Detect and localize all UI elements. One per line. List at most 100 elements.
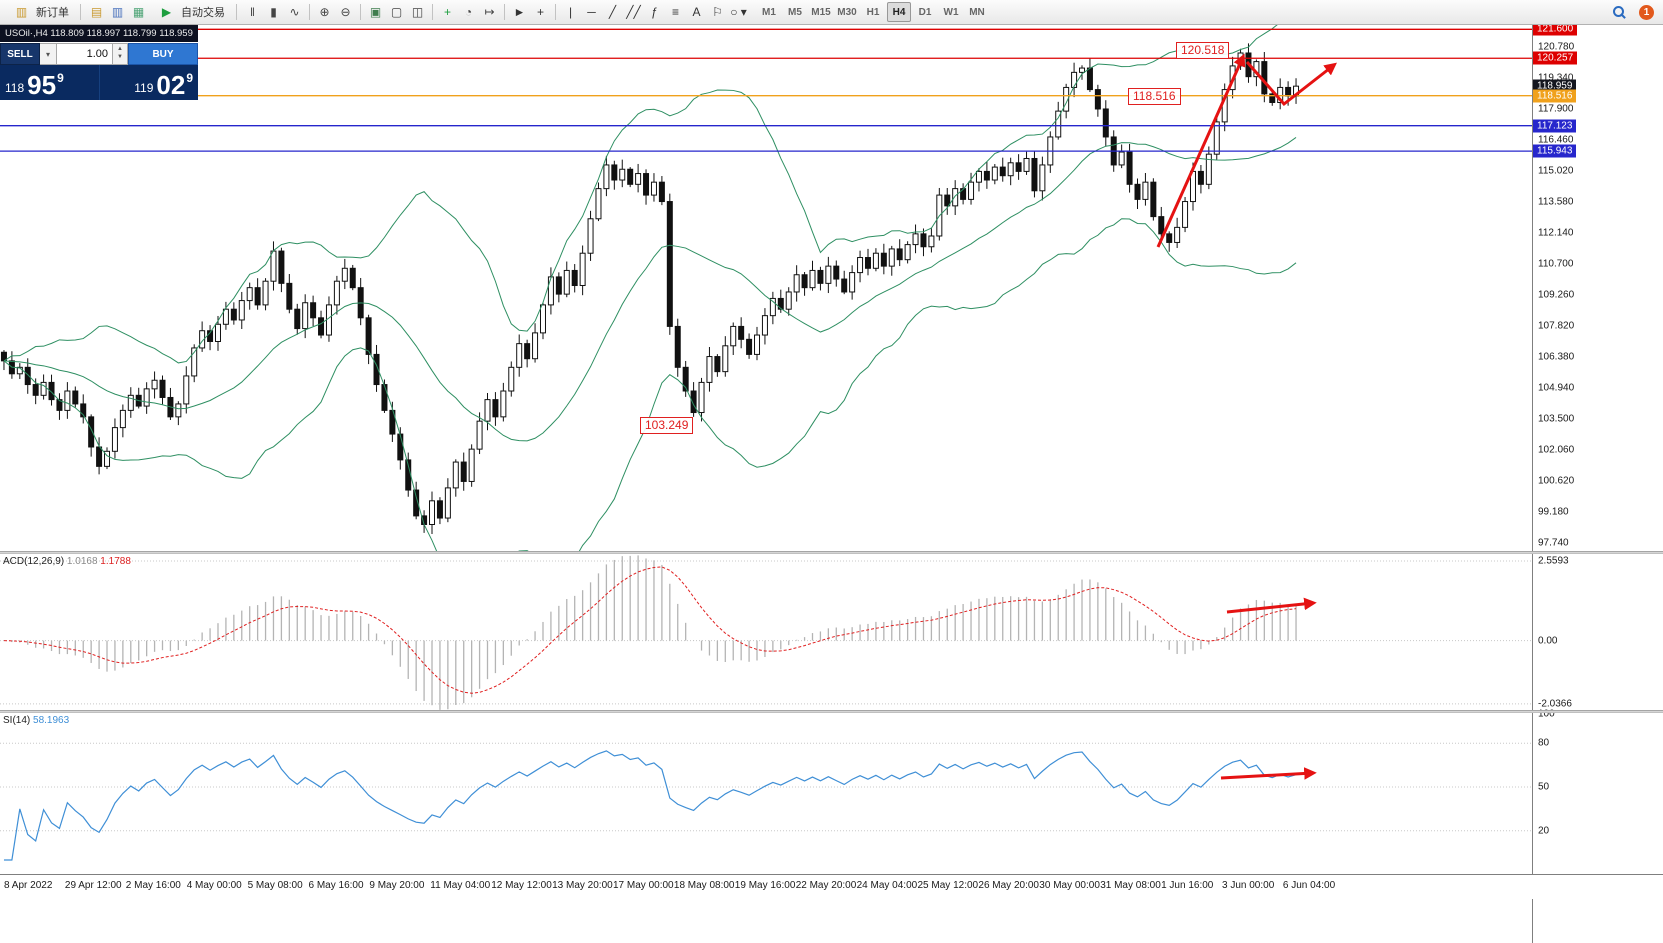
sell-button[interactable]: SELL: [0, 43, 40, 65]
line-chart-icon[interactable]: ∿: [289, 5, 300, 19]
macd-histogram: [11, 555, 1297, 710]
zoom-out-icon[interactable]: ⊖: [340, 5, 351, 19]
shapes-icon[interactable]: ○ ▾: [730, 5, 747, 19]
time-label: 5 May 08:00: [247, 880, 303, 891]
trend-arrow[interactable]: [1245, 61, 1337, 107]
timeframe-m15[interactable]: M15: [811, 6, 831, 18]
horizontal-line-icon[interactable]: ─: [587, 5, 596, 19]
symbol-ohlc-text: USOil·,H4 118.809 118.997 118.799 118.95…: [5, 28, 193, 39]
ask-price[interactable]: 119 02 9: [98, 65, 199, 100]
price-tick: 103.500: [1538, 413, 1575, 425]
price-tick: 107.820: [1538, 320, 1575, 332]
text-icon[interactable]: A: [692, 5, 701, 19]
trend-arrow[interactable]: [1220, 767, 1317, 780]
main-chart-canvas[interactable]: [0, 25, 1532, 551]
time-label: 4 May 00:00: [186, 880, 242, 891]
trendline-icon[interactable]: ╱: [608, 5, 617, 19]
price-tick: 104.940: [1538, 382, 1575, 394]
price-annotation[interactable]: 118.516: [1128, 88, 1181, 105]
stepper-up-icon[interactable]: ▲: [117, 46, 123, 53]
price-tick: 97.740: [1538, 537, 1569, 549]
toolbar-separator: [504, 4, 505, 20]
bid-price[interactable]: 118 95 9: [5, 70, 64, 100]
price-tick: 120.780: [1538, 41, 1575, 53]
cursor-icon[interactable]: ►: [513, 5, 526, 19]
new-chart-icon[interactable]: ▢: [390, 5, 403, 19]
hline-levels-icon[interactable]: ≡: [671, 5, 679, 19]
bar-chart-icon[interactable]: ‖: [250, 5, 255, 19]
trend-arrow[interactable]: [1156, 53, 1246, 248]
time-label: 11 May 04:00: [430, 880, 491, 891]
price-annotation[interactable]: 103.249: [640, 417, 694, 434]
search-icon[interactable]: [1609, 1, 1630, 23]
time-label: 25 May 12:00: [917, 880, 979, 891]
timeframe-h4[interactable]: H4: [887, 2, 911, 22]
stepper-down-icon[interactable]: ▼: [117, 54, 123, 60]
price-tick: 112.140: [1538, 227, 1574, 239]
time-label: 12 May 12:00: [491, 880, 552, 891]
timeframe-mn[interactable]: MN: [969, 6, 985, 18]
timeframe-m30[interactable]: M30: [837, 6, 857, 18]
fibonacci-icon[interactable]: ƒ: [651, 5, 658, 19]
autotrading-label: 自动交易: [181, 7, 225, 19]
rsi-axis-label: 80: [1538, 737, 1550, 749]
indicators-icon[interactable]: +: [443, 5, 451, 19]
time-axis[interactable]: 8 Apr 2022 29 Apr 12:00 2 May 16:00 4 May 0…: [0, 874, 1663, 899]
rsi-panel-splitter[interactable]: [0, 710, 1663, 713]
bid-ask-display: 118 95 9 119 02 9: [0, 65, 198, 100]
data-window-icon[interactable]: ▥: [111, 5, 124, 19]
navigator-icon[interactable]: ▦: [132, 5, 145, 19]
price-tick: 116.460: [1538, 134, 1574, 146]
price-badge: 120.257: [1533, 51, 1578, 65]
zoom-in-icon[interactable]: ⊕: [319, 5, 330, 19]
new-order-label: 新订单: [36, 7, 69, 19]
crosshair-icon[interactable]: +: [536, 5, 544, 19]
candlestick-icon[interactable]: ▮: [270, 5, 277, 19]
timeframe-m1[interactable]: M1: [762, 6, 776, 18]
chart-tool-icons: ‖ ▮ ∿ ⊕ ⊖ ▣ ▢ ◫ + ◔ ↦ ► + | ─ ╱ ╱╱ ƒ ≡ A ⚐ ○ ▾: [242, 1, 749, 23]
trend-arrow[interactable]: [1226, 597, 1317, 614]
price-annotation[interactable]: 120.518: [1176, 42, 1230, 59]
rsi-level-lines: [0, 742, 1532, 832]
macd-axis-label: -2.0366: [1538, 698, 1572, 710]
timeframe-w1[interactable]: W1: [943, 6, 959, 18]
timeframe-h1[interactable]: H1: [866, 6, 880, 18]
price-axis[interactable]: 97.740 99.180 100.620 102.060 103.500 104.940…: [1532, 22, 1663, 943]
buy-button[interactable]: BUY: [128, 43, 198, 65]
price-level-lines[interactable]: [0, 28, 1532, 152]
macd-panel-splitter[interactable]: [0, 551, 1663, 554]
time-label: 6 May 16:00: [308, 880, 364, 891]
timeframe-d1[interactable]: D1: [918, 6, 932, 18]
arrange-windows-icon[interactable]: ◫: [411, 5, 424, 19]
macd-gridlines: [0, 560, 1532, 705]
templates-icon[interactable]: ↦: [484, 5, 495, 19]
price-tick: 115.020: [1538, 165, 1574, 177]
rsi-panel-canvas[interactable]: [0, 713, 1532, 874]
timeframe-m5[interactable]: M5: [788, 6, 802, 18]
macd-axis-label: 2.5593: [1538, 555, 1569, 567]
time-label: 1 Jun 16:00: [1161, 880, 1214, 891]
price-tick: 100.620: [1538, 475, 1575, 487]
time-label: 19 May 16:00: [734, 880, 796, 891]
tile-windows-icon[interactable]: ▣: [369, 5, 382, 19]
market-watch-icon[interactable]: ▤: [90, 5, 103, 19]
price-tick: 117.900: [1538, 103, 1574, 115]
time-label: 3 Jun 00:00: [1222, 880, 1275, 891]
volume-input[interactable]: [57, 43, 113, 65]
time-label: 6 Jun 04:00: [1282, 880, 1336, 891]
notification-badge[interactable]: 1: [1639, 4, 1654, 20]
macd-signal-line: [3, 566, 1297, 694]
autotrading-button[interactable]: ▶ 自动交易: [150, 2, 231, 22]
label-icon[interactable]: ⚐: [712, 5, 723, 19]
toolbar-separator: [432, 4, 433, 20]
autotrading-play-icon: ▶: [161, 5, 172, 19]
new-order-button[interactable]: ▥ 新订单: [5, 2, 75, 22]
period-icon[interactable]: ◔: [464, 5, 473, 19]
toolbar-separator: [309, 4, 310, 20]
vertical-line-icon[interactable]: |: [568, 5, 573, 19]
volume-stepper[interactable]: ▲ ▼: [113, 43, 128, 65]
panel-toggle-icons: ▤ ▥ ▦: [86, 1, 149, 23]
channel-icon[interactable]: ╱╱: [626, 5, 641, 19]
volume-dropdown[interactable]: ▾: [40, 43, 57, 65]
macd-panel-canvas[interactable]: [0, 554, 1532, 710]
